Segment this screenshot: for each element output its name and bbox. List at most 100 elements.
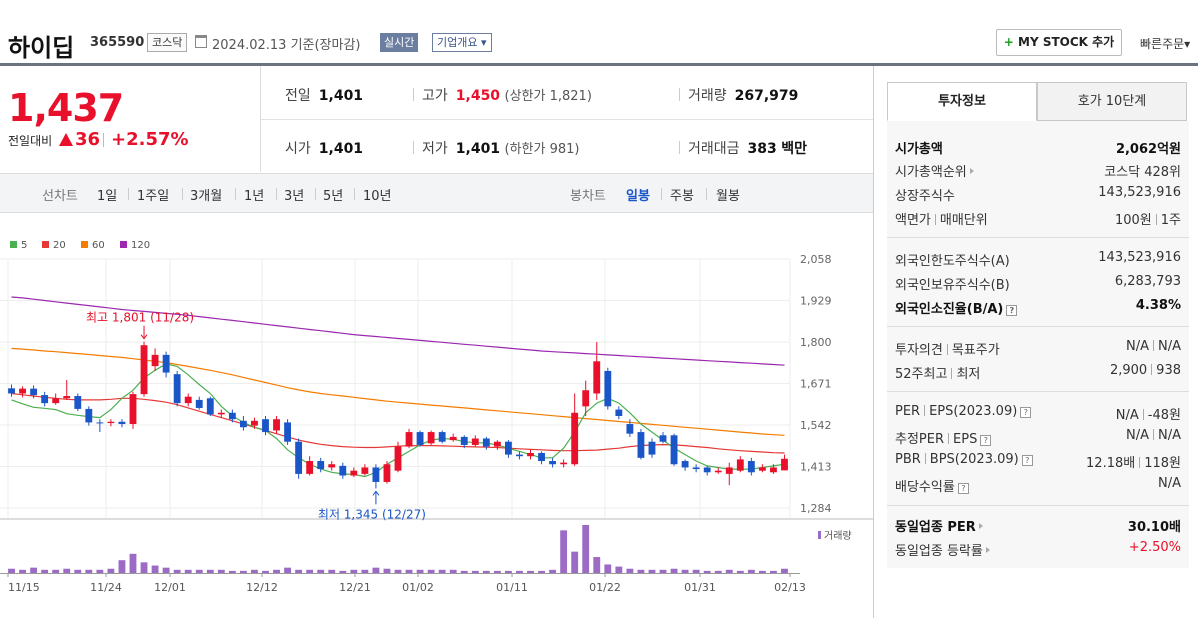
period-1d[interactable]: 1일: [97, 189, 118, 204]
x-tick-label: 01/02: [402, 581, 434, 594]
market-badge: 코스닥: [147, 33, 188, 52]
help-icon[interactable]: ?: [957, 483, 969, 494]
candle-body: [427, 432, 435, 444]
row-label: 외국인보유주식수(B): [895, 278, 1010, 293]
help-icon[interactable]: ?: [1006, 305, 1018, 316]
volume-bar: [217, 569, 225, 573]
label-text: PBR: [895, 452, 921, 467]
ma-line-60: [11, 347, 785, 436]
quick-order-button[interactable]: 빠른주문▾: [1140, 35, 1190, 52]
volume-bar: [52, 569, 60, 573]
x-tick-label: 11/24: [90, 581, 122, 594]
divider: [1139, 457, 1141, 468]
row-per-eps: PER EPS(2023.09)? N/A -48원: [895, 404, 1181, 424]
label-text: 최저: [956, 367, 981, 382]
volume-bar: [449, 569, 457, 573]
row-label: 외국인한도주식수(A): [895, 254, 1010, 269]
candle-body: [527, 452, 534, 457]
candle-body: [405, 432, 413, 447]
legend-swatch: [42, 241, 49, 248]
volume-bar: [228, 570, 236, 573]
row-market-cap: 시가총액 2,062억원: [895, 138, 1181, 158]
row-industry-rate[interactable]: 동일업종 등락률 +2.50%: [895, 540, 1181, 560]
stat-value: 383: [747, 141, 777, 157]
volume-bar: [637, 569, 645, 573]
divider: [924, 453, 926, 464]
period-weekly[interactable]: 주봉: [670, 189, 694, 204]
candle-body: [30, 388, 38, 396]
my-stock-add-button[interactable]: + MY STOCK 추가: [996, 29, 1122, 56]
row-industry-per[interactable]: 동일업종 PER 30.10배: [895, 516, 1181, 536]
realtime-button[interactable]: 실시간: [380, 33, 419, 52]
volume-bar: [339, 570, 347, 573]
volume-bar: [96, 569, 104, 573]
volume-bar: [736, 570, 744, 573]
volume-bar: [725, 569, 733, 573]
period-10y[interactable]: 10년: [363, 189, 392, 204]
divider: [276, 188, 277, 200]
period-1w[interactable]: 1주일: [137, 189, 170, 204]
price-rate: +2.57%: [111, 129, 189, 150]
period-3y[interactable]: 3년: [284, 189, 305, 204]
divider: [948, 433, 950, 444]
volume-bar: [30, 567, 38, 573]
row-value: N/A: [1158, 476, 1181, 491]
candle-body: [615, 409, 623, 416]
ma-line-120: [11, 296, 785, 366]
period-3m[interactable]: 3개월: [190, 189, 223, 204]
volume-bar: [516, 570, 523, 573]
company-overview-dropdown[interactable]: 기업개요 ▾: [432, 33, 492, 52]
row-opinion: 투자의견 목표주가 N/A N/A: [895, 339, 1181, 359]
row-label: PER EPS(2023.09)?: [895, 404, 1032, 419]
candle-body: [328, 464, 336, 468]
candle-body: [582, 390, 590, 407]
tab-orderbook[interactable]: 호가 10단계: [1037, 82, 1187, 121]
volume-bar: [273, 569, 280, 573]
period-1y[interactable]: 1년: [244, 189, 265, 204]
volume-bar: [74, 569, 82, 573]
divider: [946, 344, 948, 355]
period-5y[interactable]: 5년: [323, 189, 344, 204]
divider: [1153, 340, 1154, 351]
volume-bar: [781, 568, 788, 573]
volume-bar: [703, 570, 711, 573]
candle-body: [516, 454, 523, 457]
row-foreign-ratio: 외국인소진율(B/A)? 4.38%: [895, 298, 1181, 318]
candle-body: [681, 461, 689, 468]
candle-body: [317, 461, 325, 470]
volume-bar: [295, 569, 303, 573]
help-icon[interactable]: ?: [980, 435, 992, 446]
candle-body: [251, 420, 258, 426]
candle-body: [637, 432, 645, 458]
period-monthly[interactable]: 월봉: [716, 189, 740, 204]
row-market-cap-rank[interactable]: 시가총액순위 코스닥 428위: [895, 161, 1181, 181]
help-icon[interactable]: ?: [1020, 407, 1032, 418]
volume-bar: [471, 570, 479, 573]
tab-investment-info[interactable]: 투자정보: [887, 82, 1037, 121]
row-label: 추정PER EPS?: [895, 428, 992, 447]
row-value: +2.50%: [1128, 540, 1181, 555]
row-value: N/A N/A: [1126, 339, 1181, 354]
candle-body: [703, 467, 711, 473]
help-icon[interactable]: ?: [1021, 455, 1033, 466]
value-text: 12.18배: [1086, 456, 1136, 471]
y-tick-label: 2,058: [800, 253, 832, 266]
volume-bar: [306, 569, 314, 573]
row-value: 143,523,916: [1098, 185, 1181, 200]
divider: [1151, 364, 1153, 375]
legend-label: 120: [131, 240, 150, 251]
candle-body: [184, 396, 192, 404]
candle-body: [273, 419, 280, 431]
period-daily[interactable]: 일봉: [626, 189, 650, 204]
volume-bar: [140, 562, 148, 573]
candle-body: [460, 436, 468, 445]
volume-bar: [284, 567, 292, 573]
volume-bar: [350, 569, 358, 573]
candle-body: [372, 467, 380, 482]
volume-bars: 거래량: [0, 525, 852, 574]
candle-body: [339, 465, 347, 476]
legend-swatch: [10, 241, 17, 248]
volume-bar: [317, 569, 325, 573]
stat-label: 고가: [422, 88, 448, 104]
y-tick-label: 1,929: [800, 295, 832, 308]
